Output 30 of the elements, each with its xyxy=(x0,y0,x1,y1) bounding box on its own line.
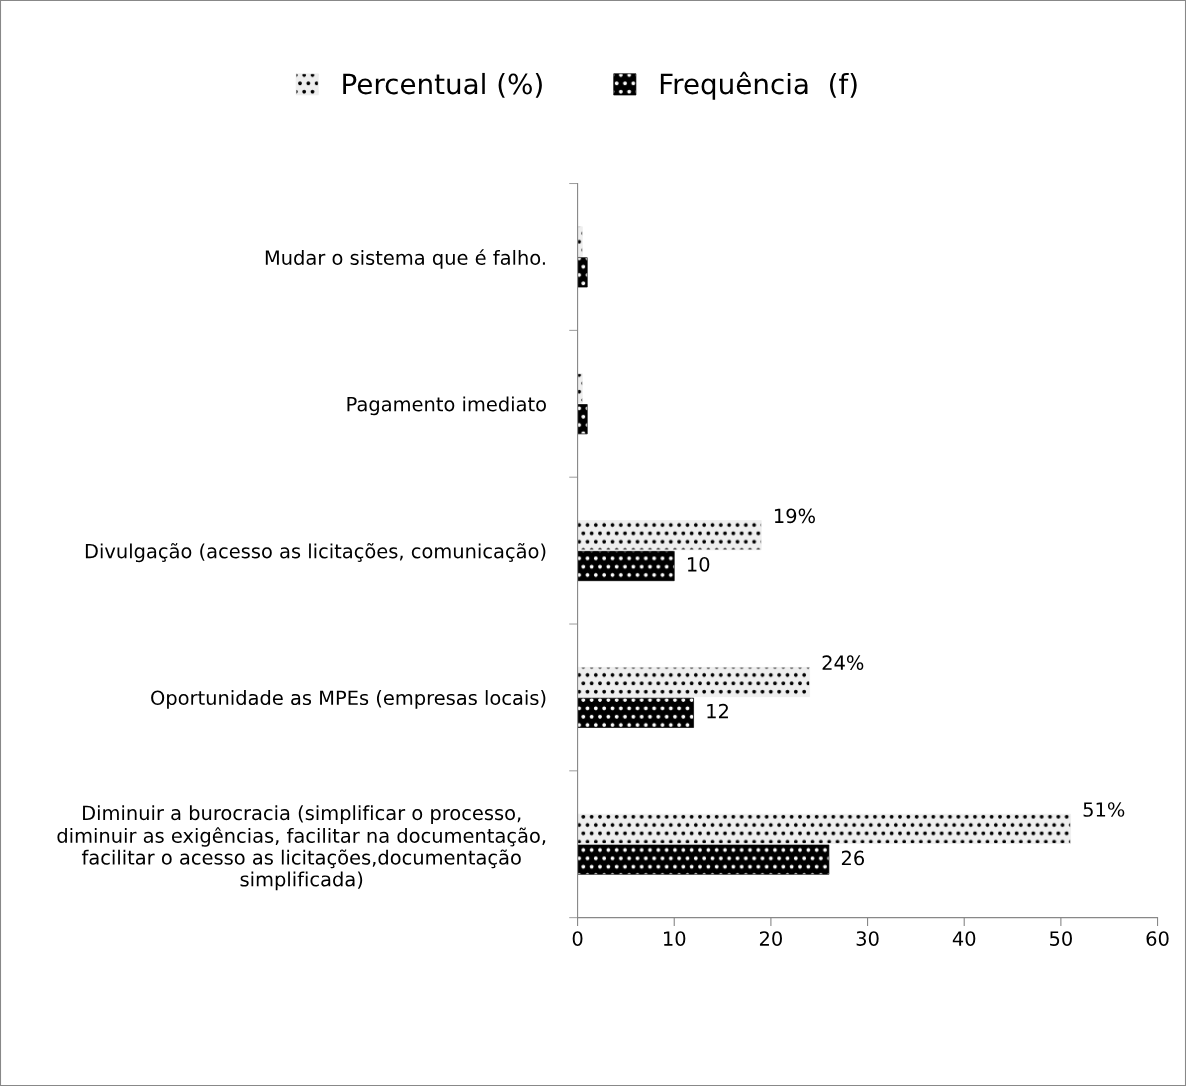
bar xyxy=(577,226,583,257)
bar xyxy=(577,813,1071,844)
data-label: 24% xyxy=(822,655,864,671)
y-tick-label: Mudar o sistema que é falho. xyxy=(265,249,545,269)
bar xyxy=(577,404,588,435)
x-tick-label: 20 xyxy=(759,931,782,946)
data-label: 12 xyxy=(707,703,728,719)
y-tick-label: Divulgação (acesso as licitações, comunicação) xyxy=(85,543,546,563)
bar xyxy=(577,666,810,698)
bar xyxy=(577,257,588,288)
x-tick-label: 40 xyxy=(952,931,976,946)
x-tick-label: 30 xyxy=(856,931,879,946)
y-tick-label: Oportunidade as MPEs (empresas locais) xyxy=(151,690,546,709)
x-tick-label: 60 xyxy=(1146,931,1169,946)
y-tick-label: Pagamento imediato xyxy=(347,396,546,416)
y-tick-label: Diminuir a burocracia (simplificar o processo, diminuir as exigências, facilitar na documentação, facilitar o acesso as licitações,documentação simplificada) xyxy=(57,805,546,891)
bar xyxy=(577,520,762,551)
data-label: 26 xyxy=(841,850,865,866)
legend-label: Frequência (f) xyxy=(660,71,857,100)
bar xyxy=(577,550,675,582)
data-label: 10 xyxy=(687,556,710,572)
x-tick-label: 10 xyxy=(664,931,686,946)
legend-label: Percentual (%) xyxy=(343,72,542,98)
data-label: 51% xyxy=(1083,802,1125,817)
bar xyxy=(577,697,694,728)
x-tick-label: 50 xyxy=(1050,931,1072,946)
bar xyxy=(577,844,830,875)
bar xyxy=(577,373,583,404)
x-tick-label: 0 xyxy=(572,931,583,946)
data-label: 19% xyxy=(774,508,815,524)
